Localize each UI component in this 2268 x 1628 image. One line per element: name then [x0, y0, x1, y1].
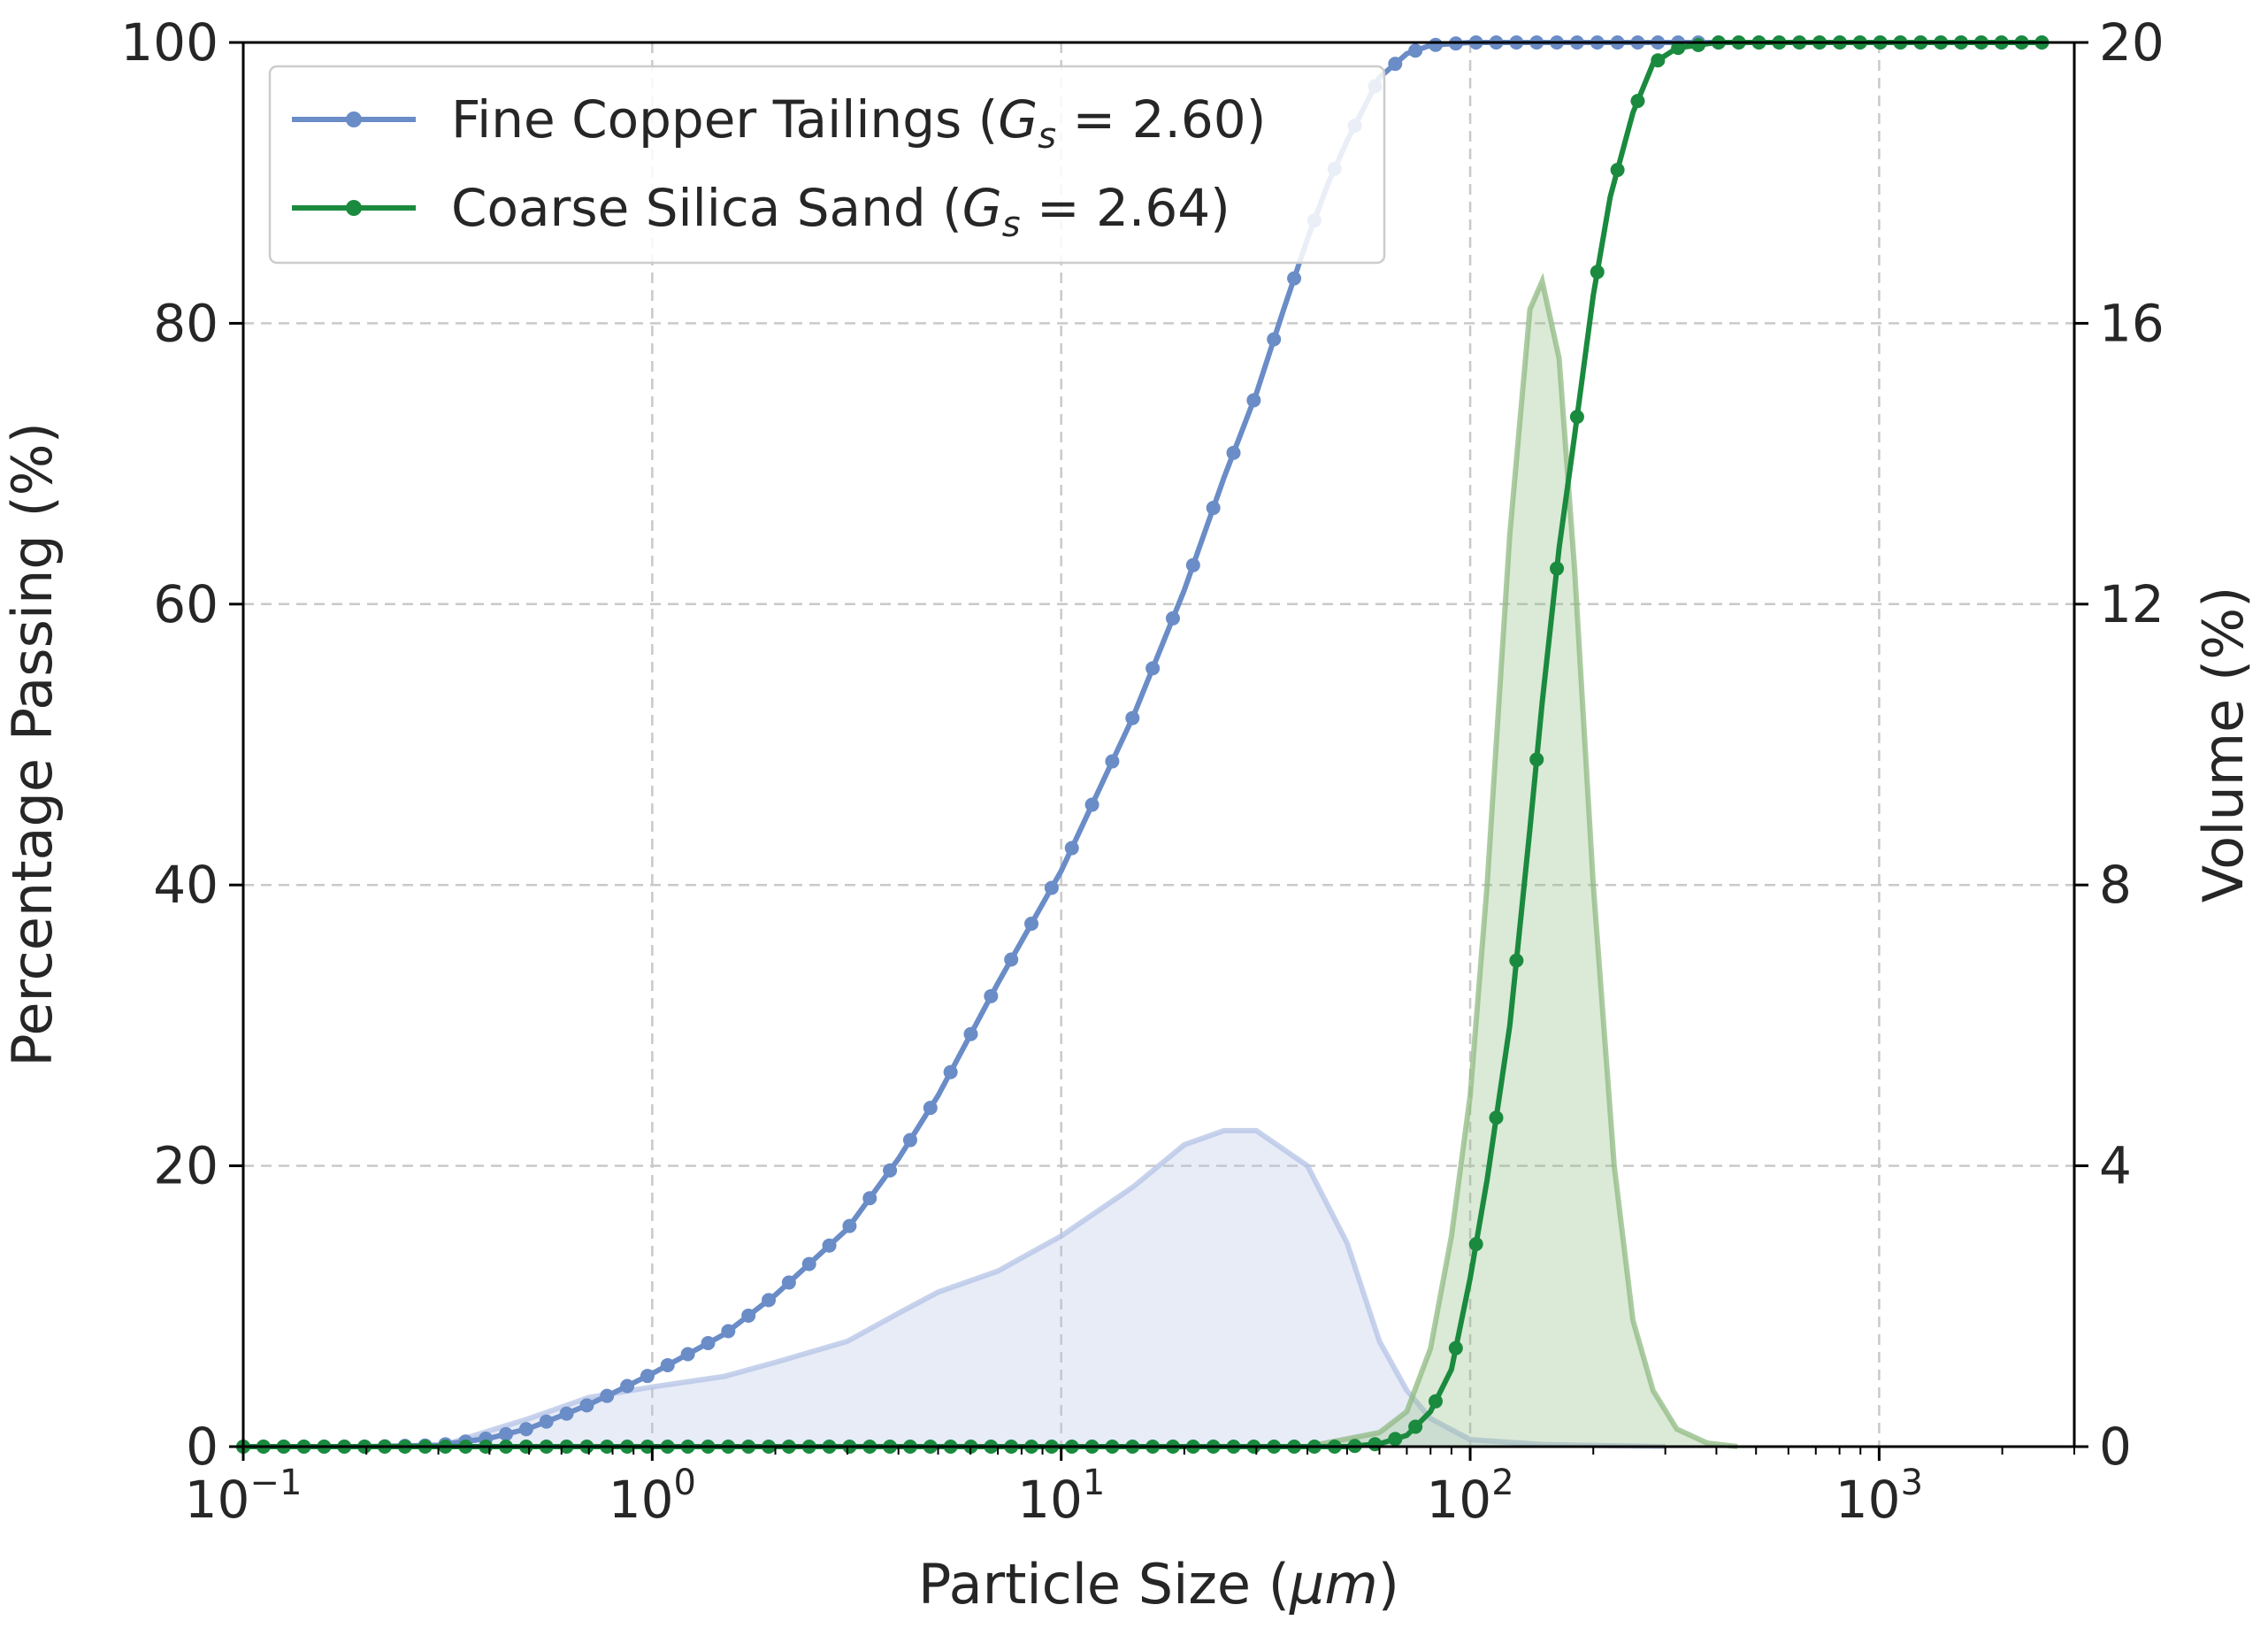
data-point [762, 1293, 777, 1308]
data-point [862, 1191, 877, 1206]
legend-swatch-marker [346, 200, 362, 216]
data-point [822, 1238, 837, 1253]
y-left-tick-label: 80 [153, 293, 218, 353]
legend-entry-coarse-silica: Coarse Silica Sand (Gs = 2.64) [292, 178, 1230, 245]
y-left-tick-label: 40 [153, 855, 218, 915]
data-point [1448, 1340, 1463, 1355]
y-right-tick-label: 4 [2099, 1136, 2132, 1196]
data-point [1569, 410, 1584, 425]
data-point [1590, 265, 1605, 280]
data-point [1267, 332, 1282, 347]
data-point [1165, 610, 1180, 626]
data-point [559, 1406, 574, 1421]
data-point [1529, 752, 1544, 767]
y-right-axis-title: Volume (%) [2191, 587, 2256, 903]
volume-curve [437, 1127, 1666, 1449]
x-axis-title-unit: μm [1289, 1552, 1378, 1616]
x-axis-title: Particle Size (μm) [918, 1552, 1399, 1616]
data-point [701, 1336, 716, 1351]
legend-label: Fine Copper Tailings (Gs = 2.60) [451, 89, 1266, 157]
y-right-tick-label: 12 [2099, 574, 2165, 634]
data-point [1044, 880, 1059, 895]
data-point [1489, 1110, 1504, 1125]
data-point [640, 1369, 655, 1384]
x-tick-label: 103 [1835, 1463, 1923, 1530]
data-point [963, 1026, 978, 1041]
data-point [1185, 557, 1200, 572]
data-point [1509, 953, 1524, 968]
data-point [620, 1378, 635, 1394]
data-point [660, 1357, 675, 1372]
data-point [923, 1101, 938, 1116]
data-point [1145, 661, 1161, 676]
legend-box [268, 65, 1386, 265]
data-point [842, 1218, 857, 1233]
x-tick-label: 102 [1426, 1463, 1513, 1530]
plot-frame [241, 41, 2076, 1448]
legend-label: Coarse Silica Sand (Gs = 2.64) [451, 178, 1230, 245]
volume-curve [1306, 273, 1738, 1449]
data-point [1226, 445, 1241, 460]
x-axis-title-main: Particle Size ( [918, 1552, 1290, 1616]
data-point [499, 1426, 514, 1441]
grid-lines [241, 41, 2074, 1448]
y-left-tick-label: 20 [153, 1136, 218, 1196]
y-left-tick-label: 100 [120, 12, 218, 73]
data-point [883, 1163, 898, 1178]
data-point [741, 1308, 756, 1323]
data-point [680, 1347, 695, 1362]
x-tick-label: 101 [1017, 1463, 1105, 1530]
data-point [1084, 797, 1100, 812]
data-point [518, 1422, 533, 1437]
data-point [1550, 561, 1565, 576]
data-point [1064, 841, 1079, 856]
data-point [801, 1256, 816, 1271]
data-point [943, 1064, 958, 1079]
y-left-tick-label: 60 [153, 574, 218, 634]
axis-ticks: 10−1 100 101 102 103 0 20 40 60 80 100 0 4 8 12 16 20 [120, 12, 2165, 1530]
data-point [1428, 37, 1443, 52]
data-point [1428, 1394, 1443, 1409]
data-point [1388, 1432, 1403, 1447]
y-right-tick-label: 8 [2099, 855, 2132, 915]
data-point [1610, 163, 1625, 178]
data-point [1408, 1419, 1423, 1434]
y-right-tick-label: 16 [2099, 293, 2165, 353]
data-point [1651, 53, 1666, 68]
y-right-tick-label: 0 [2099, 1417, 2132, 1477]
data-point [1671, 41, 1686, 56]
data-point [1004, 952, 1019, 967]
data-point [1690, 37, 1705, 52]
data-point [1287, 271, 1302, 286]
y-left-axis-title: Percentage Passing (%) [0, 422, 65, 1067]
data-point [1125, 710, 1140, 726]
legend-swatch-marker [346, 111, 362, 127]
volume-area [1307, 280, 1738, 1447]
data-point [600, 1388, 615, 1403]
data-point [781, 1275, 796, 1290]
volume-area [438, 1130, 1666, 1447]
data-point [1408, 43, 1423, 58]
data-point [1024, 917, 1039, 932]
data-point [539, 1414, 554, 1429]
legend: Fine Copper Tailings (Gs = 2.60) Coarse … [268, 65, 1386, 265]
y-right-tick-label: 20 [2099, 12, 2165, 73]
y-left-tick-label: 0 [186, 1417, 218, 1477]
data-point [902, 1133, 917, 1148]
data-point [1206, 501, 1221, 516]
data-point [721, 1324, 736, 1339]
data-point [579, 1398, 594, 1413]
x-tick-label: 100 [609, 1463, 696, 1530]
legend-entry-fine-copper: Fine Copper Tailings (Gs = 2.60) [292, 89, 1266, 157]
data-point [1388, 57, 1403, 72]
data-point [984, 988, 999, 1003]
data-point [1630, 94, 1645, 109]
x-axis-title-close: ) [1378, 1552, 1399, 1616]
data-point [1468, 1237, 1483, 1252]
x-tick-label: 10−1 [185, 1463, 303, 1530]
data-point [1105, 754, 1120, 769]
volume-distribution-areas [437, 273, 1738, 1449]
data-point [1246, 393, 1261, 408]
